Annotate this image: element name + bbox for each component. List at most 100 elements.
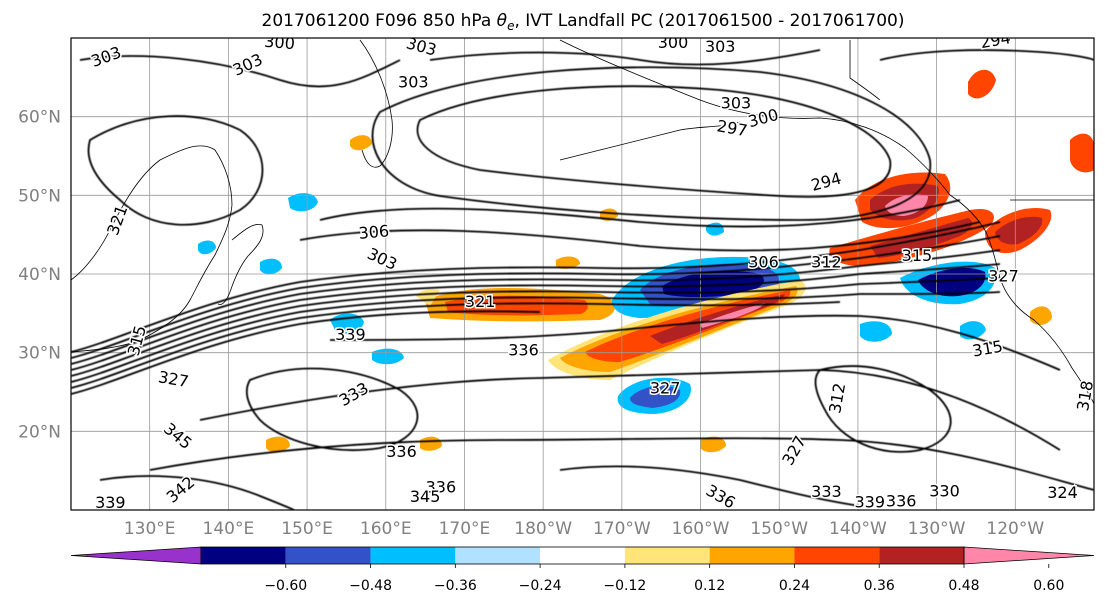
- contour-label: 339: [95, 493, 126, 512]
- colorbar-tick-label: −0.12: [603, 578, 646, 594]
- shade-small-14: [260, 258, 282, 275]
- shade-small-2: [288, 193, 318, 212]
- contour-south-7: [559, 465, 861, 507]
- lon-tick-label: 170°W: [593, 519, 651, 539]
- colorbar-tick-label: −0.24: [519, 578, 562, 594]
- shade-small-6: [860, 321, 892, 342]
- contour-jet-5: [71, 277, 1001, 377]
- lon-tick-label: 150°E: [281, 519, 333, 539]
- colorbar-bin: [794, 547, 880, 564]
- lat-tick-label: 50°N: [18, 186, 61, 206]
- contour-north-6: [79, 55, 401, 88]
- contour-label: 300: [658, 33, 689, 52]
- contour-south-3: [149, 437, 1094, 491]
- shade-small-17: [556, 256, 580, 269]
- border-ak: [849, 40, 881, 101]
- contour-jet-7: [71, 301, 841, 389]
- lon-tick-label: 160°W: [672, 519, 730, 539]
- lon-tick-label: 160°E: [360, 519, 412, 539]
- shade-positive-jet-red: [445, 295, 588, 316]
- colorbar-bin: [879, 547, 964, 564]
- contour-label: 303: [705, 37, 736, 56]
- contour-label: 336: [886, 492, 917, 511]
- plot-title: 2017061200 F096 850 hPa θe, IVT Landfall…: [262, 11, 905, 33]
- shade-small-8: [350, 135, 372, 151]
- contour-jet-8: [71, 310, 541, 395]
- contour-label: 336: [386, 442, 417, 461]
- contour-label: 303: [721, 94, 752, 113]
- contour-label: 333: [811, 482, 842, 501]
- coast-bc: [949, 194, 1094, 405]
- contour-label: 327: [650, 378, 681, 397]
- colorbar-tick-label: −0.36: [434, 578, 477, 594]
- colorbar-tick-label: 0.24: [779, 578, 810, 594]
- colorbar-extend-max: [963, 546, 1095, 565]
- contour-label: 339: [854, 492, 885, 511]
- coast-asia: [71, 145, 233, 353]
- lon-tick-label: 180°W: [514, 519, 572, 539]
- colorbar-tick-label: 0.60: [1033, 578, 1064, 594]
- theta-e-contours: [71, 49, 1094, 510]
- shade-small-3: [968, 69, 996, 99]
- colorbar-bin: [370, 547, 456, 564]
- lat-tick-label: 30°N: [18, 344, 61, 364]
- latitude-tick-labels: 20°N 30°N 40°N 50°N 60°N: [18, 108, 61, 443]
- lat-tick-label: 60°N: [18, 108, 61, 128]
- shade-small-9: [266, 436, 290, 453]
- coastlines: [71, 39, 1094, 405]
- contour-south-1: [329, 314, 1061, 371]
- contour-label: 336: [508, 341, 539, 360]
- contour-label: 336: [426, 477, 457, 496]
- colorbar-tick-label: −0.60: [264, 578, 307, 594]
- theta-symbol: θ: [497, 11, 508, 31]
- contour-north-3: [319, 199, 961, 228]
- contour-north-5: [87, 115, 264, 226]
- contour-label: 306: [358, 221, 390, 243]
- contour-south-4: [245, 367, 419, 451]
- contour-north-2: [371, 66, 932, 221]
- colorbar-tick-label: 0.36: [864, 578, 895, 594]
- contour-label: 330: [929, 481, 960, 500]
- coast-aleutians: [559, 121, 741, 161]
- shade-small-12: [1070, 133, 1094, 173]
- lon-tick-label: 140°W: [829, 519, 887, 539]
- colorbar-tick-label: −0.48: [349, 578, 392, 594]
- theta-subscript: e: [507, 19, 514, 33]
- colorbar-bin: [624, 547, 710, 564]
- colorbar-bin: [201, 547, 286, 564]
- lon-tick-label: 130°E: [124, 519, 176, 539]
- colorbar-bin: [709, 547, 795, 564]
- contour-north-1: [416, 85, 892, 198]
- contour-label: 339: [335, 325, 366, 344]
- map-gridlines: [71, 38, 1094, 510]
- colorbar-tick-label: 0.12: [694, 578, 725, 594]
- contour-south-5: [814, 365, 952, 453]
- colorbar-extend-min: [70, 546, 202, 565]
- shade-negative-ne-dark: [918, 267, 986, 297]
- shade-positive-coast-east-dark: [995, 216, 1043, 245]
- colorbar: −0.60 −0.48 −0.36 −0.24 −0.12 0.12 0.24 0.36 0.4…: [70, 546, 1095, 594]
- coast-alaska: [559, 39, 951, 196]
- contour-label: 312: [811, 252, 842, 271]
- lon-tick-label: 170°E: [439, 519, 491, 539]
- contour-label: 318: [1073, 379, 1097, 412]
- colorbar-bin: [455, 547, 541, 564]
- contour-jet-1: [71, 221, 1001, 353]
- shade-small-5: [706, 222, 724, 236]
- contour-jet-4: [71, 263, 1001, 371]
- colorbar-tick-label: 0.48: [948, 578, 979, 594]
- lat-tick-label: 40°N: [18, 265, 61, 285]
- shade-small-11: [700, 436, 726, 453]
- contour-south-6: [99, 475, 295, 510]
- lon-tick-label: 130°W: [908, 519, 966, 539]
- contour-north-7: [429, 49, 821, 66]
- contour-label: 324: [1047, 483, 1078, 502]
- lon-tick-label: 120°W: [986, 519, 1044, 539]
- colorbar-bin: [285, 547, 371, 564]
- contour-north-8: [879, 49, 1094, 61]
- contour-label: 300: [264, 32, 296, 54]
- shade-small-13: [1030, 306, 1052, 325]
- shade-negative-south-mid: [630, 385, 681, 408]
- contour-label: 345: [410, 487, 441, 506]
